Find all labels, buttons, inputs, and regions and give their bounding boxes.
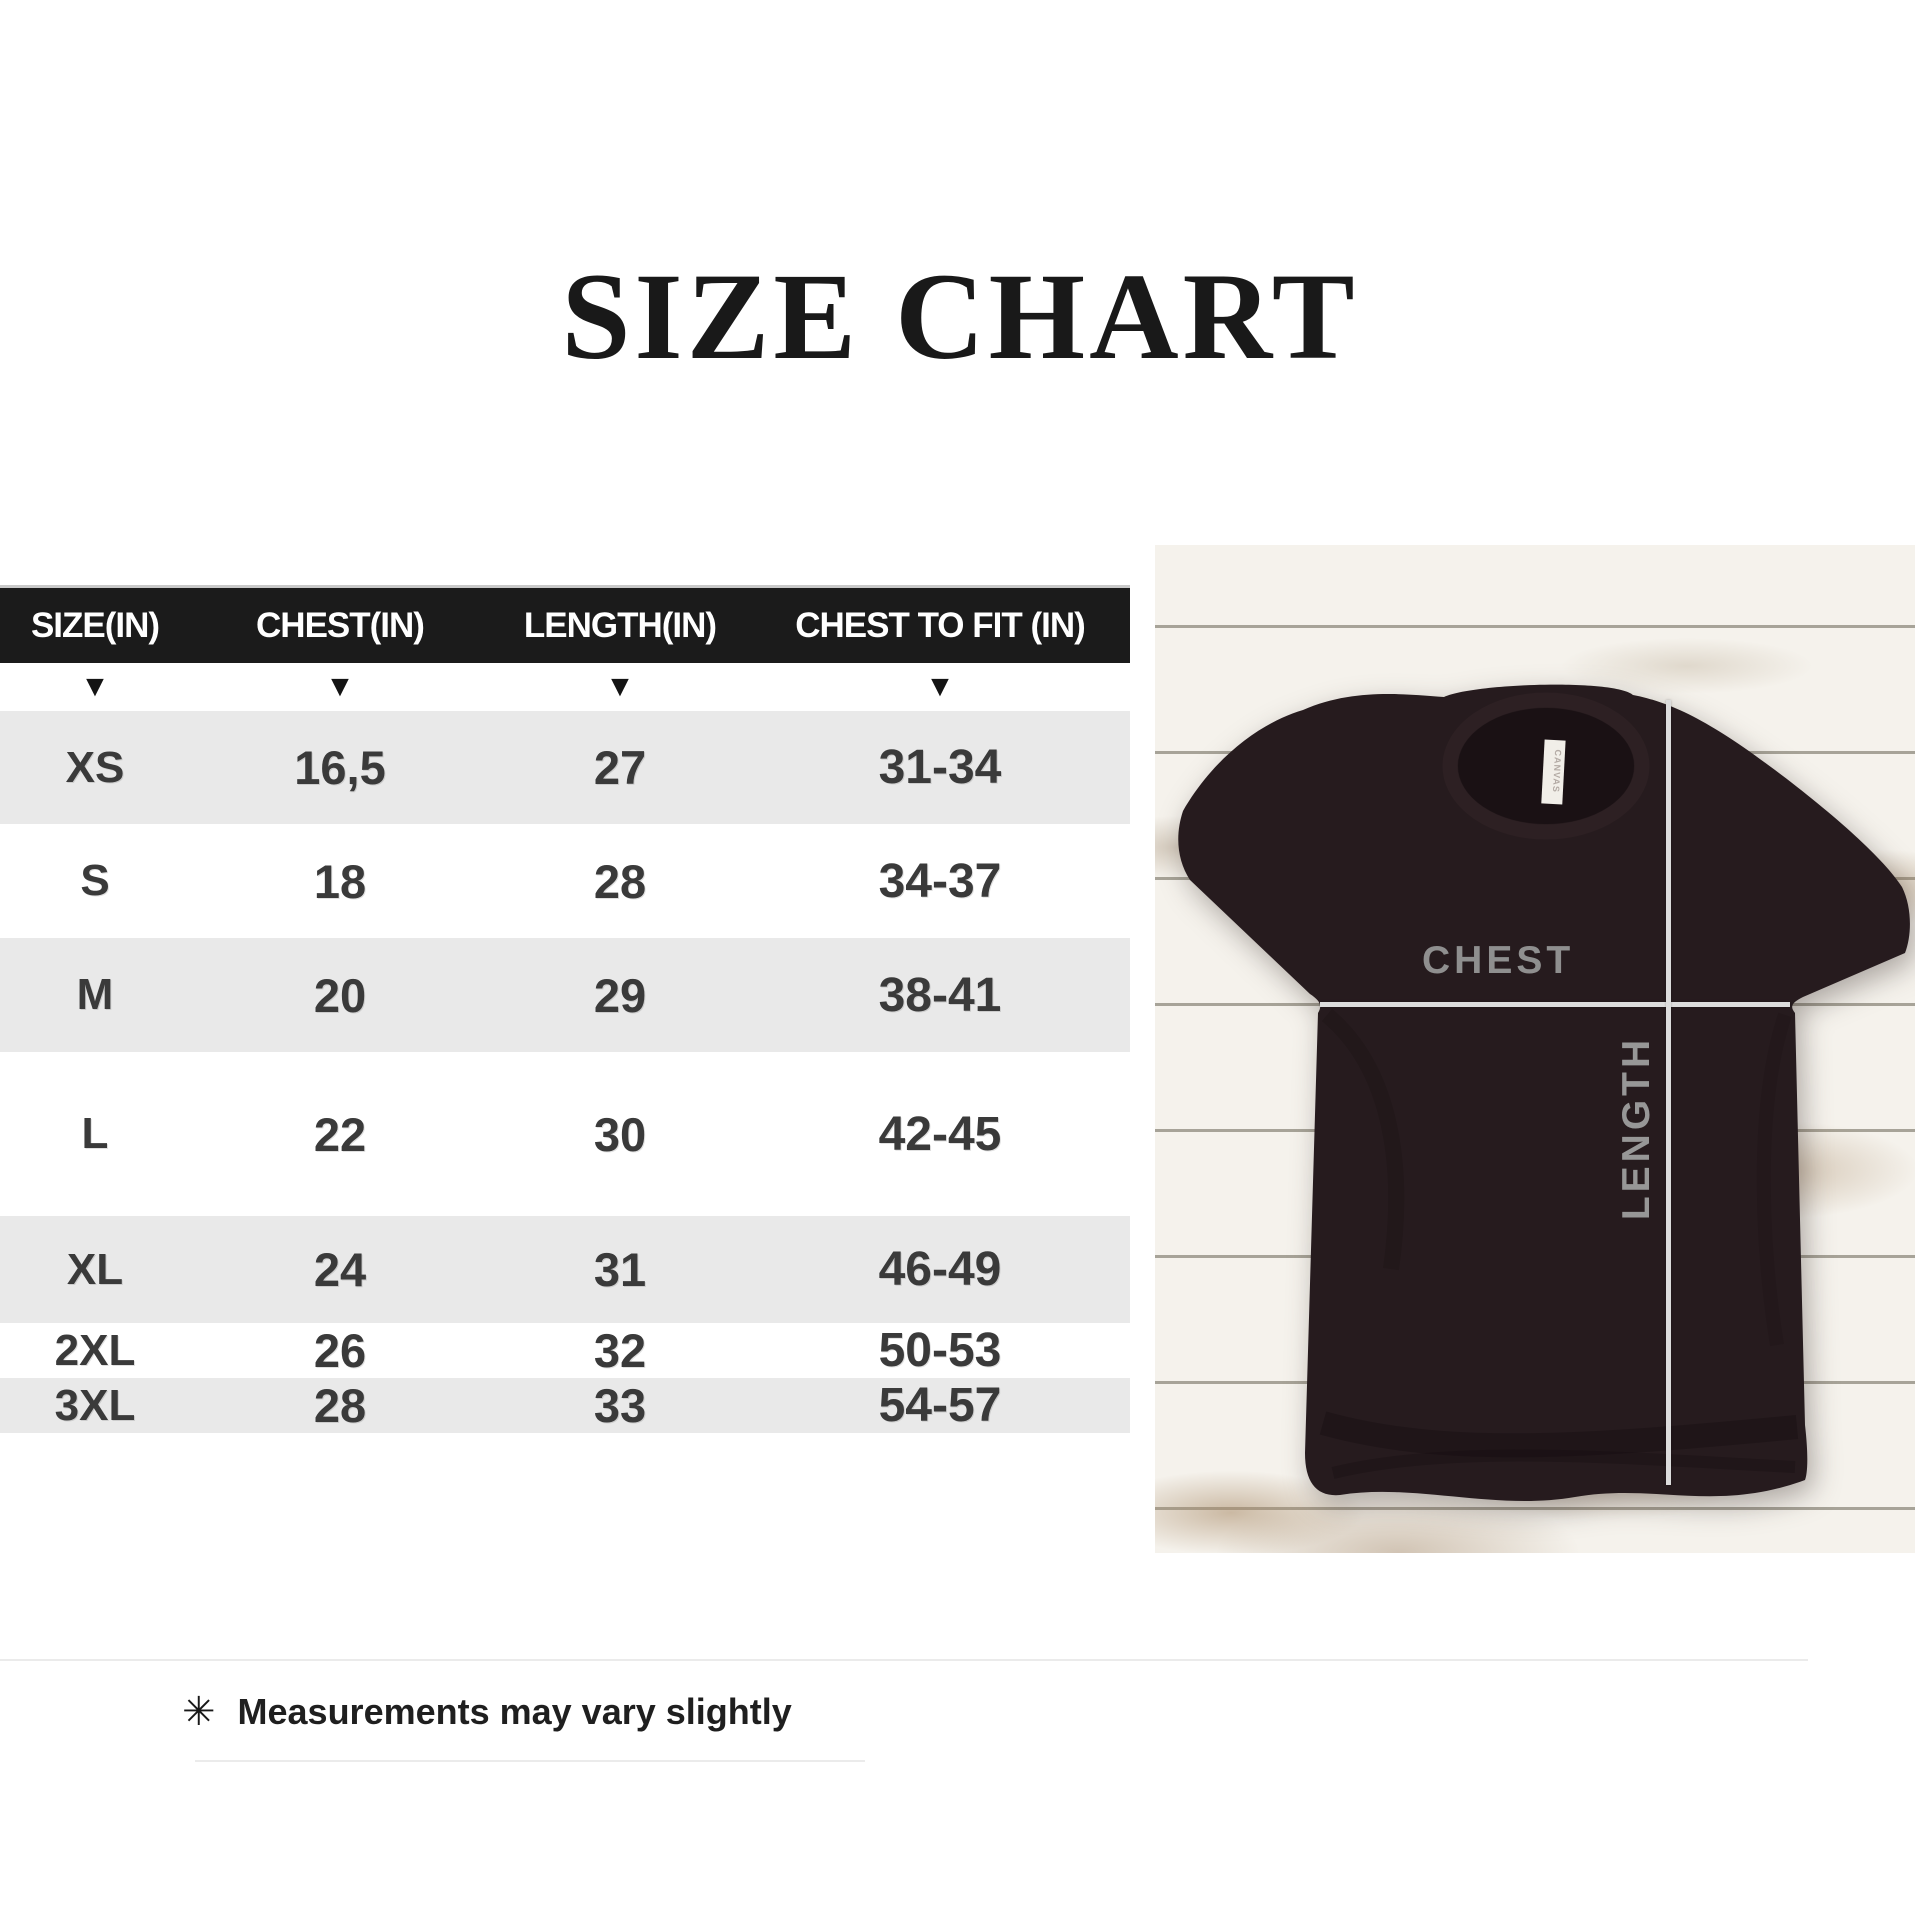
divider-line — [0, 1659, 1808, 1661]
tshirt-illustration: CANVAS — [1178, 684, 1910, 1502]
size-value: L — [81, 1109, 109, 1158]
column-header-fit: CHEST TO FIT (IN) — [795, 605, 1086, 645]
triangle-down-icon: ▼ — [325, 670, 355, 703]
length-value: 28 — [593, 854, 647, 908]
table-row: 3XL 28 33 54-57 — [0, 1378, 1130, 1433]
triangle-down-icon: ▼ — [925, 670, 955, 703]
size-value: XL — [66, 1244, 124, 1294]
column-header-length: LENGTH(IN) — [523, 605, 717, 645]
neck-tag — [1541, 739, 1566, 805]
collar-band — [1442, 692, 1650, 840]
fit-value: 46-49 — [878, 1243, 1002, 1296]
chest-label: CHEST — [1422, 939, 1575, 982]
column-header-size: SIZE(IN) — [30, 605, 160, 645]
length-measure-line — [1666, 700, 1671, 1485]
chest-measure-line — [1320, 1002, 1790, 1007]
divider-line — [195, 1760, 865, 1762]
column-marker-row: ▼ ▼ ▼ ▼ — [0, 663, 1130, 711]
length-value: 32 — [593, 1324, 647, 1377]
triangle-down-icon: ▼ — [605, 670, 635, 703]
chest-value: 18 — [313, 854, 367, 908]
fit-value: 38-41 — [878, 968, 1002, 1022]
fit-value: 50-53 — [878, 1324, 1002, 1377]
length-value: 31 — [593, 1243, 647, 1296]
chest-value: 28 — [313, 1379, 367, 1432]
tshirt-body — [1178, 684, 1910, 1502]
length-value: 30 — [593, 1107, 647, 1161]
column-header-chest: CHEST(IN) — [256, 605, 425, 645]
tshirt-measurement-photo: CANVAS CHEST LENGTH — [1155, 545, 1915, 1553]
length-label: LENGTH — [1615, 1035, 1658, 1221]
size-value: S — [80, 856, 110, 905]
table-row: XL 24 31 46-49 — [0, 1216, 1130, 1323]
footnote: ✳ Measurements may vary slightly — [182, 1680, 792, 1744]
chest-value: 16,5 — [294, 741, 386, 794]
table-row: L 22 30 42-45 — [0, 1052, 1130, 1216]
triangle-down-icon: ▼ — [80, 670, 110, 703]
size-table: SIZE(IN) CHEST(IN) LENGTH(IN) CHEST TO F… — [0, 585, 1130, 1433]
table-header-row: SIZE(IN) CHEST(IN) LENGTH(IN) CHEST TO F… — [0, 585, 1130, 663]
size-value: M — [76, 970, 114, 1019]
size-value: XS — [65, 742, 125, 792]
fit-value: 34-37 — [878, 854, 1002, 908]
asterisk-star-icon: ✳ — [182, 1690, 216, 1734]
size-value: 3XL — [54, 1380, 136, 1430]
chest-value: 20 — [313, 968, 367, 1022]
fit-value: 31-34 — [878, 741, 1002, 794]
footnote-text: Measurements may vary slightly — [237, 1691, 792, 1732]
chest-value: 26 — [313, 1324, 367, 1377]
chest-value: 22 — [313, 1107, 367, 1161]
length-value: 33 — [593, 1379, 647, 1432]
table-row: 2XL 26 32 50-53 — [0, 1323, 1130, 1378]
size-value: 2XL — [54, 1325, 136, 1375]
chest-value: 24 — [313, 1243, 367, 1296]
length-value: 27 — [593, 741, 647, 794]
fit-value: 54-57 — [878, 1379, 1002, 1432]
neck-tag-label: CANVAS — [1551, 749, 1563, 793]
fit-value: 42-45 — [878, 1107, 1002, 1161]
table-row: M 20 29 38-41 — [0, 938, 1130, 1052]
length-value: 29 — [593, 968, 647, 1022]
table-row: XS 16,5 27 31-34 — [0, 711, 1130, 824]
page-title: SIZE CHART — [561, 248, 1359, 385]
table-row: S 18 28 34-37 — [0, 824, 1130, 938]
